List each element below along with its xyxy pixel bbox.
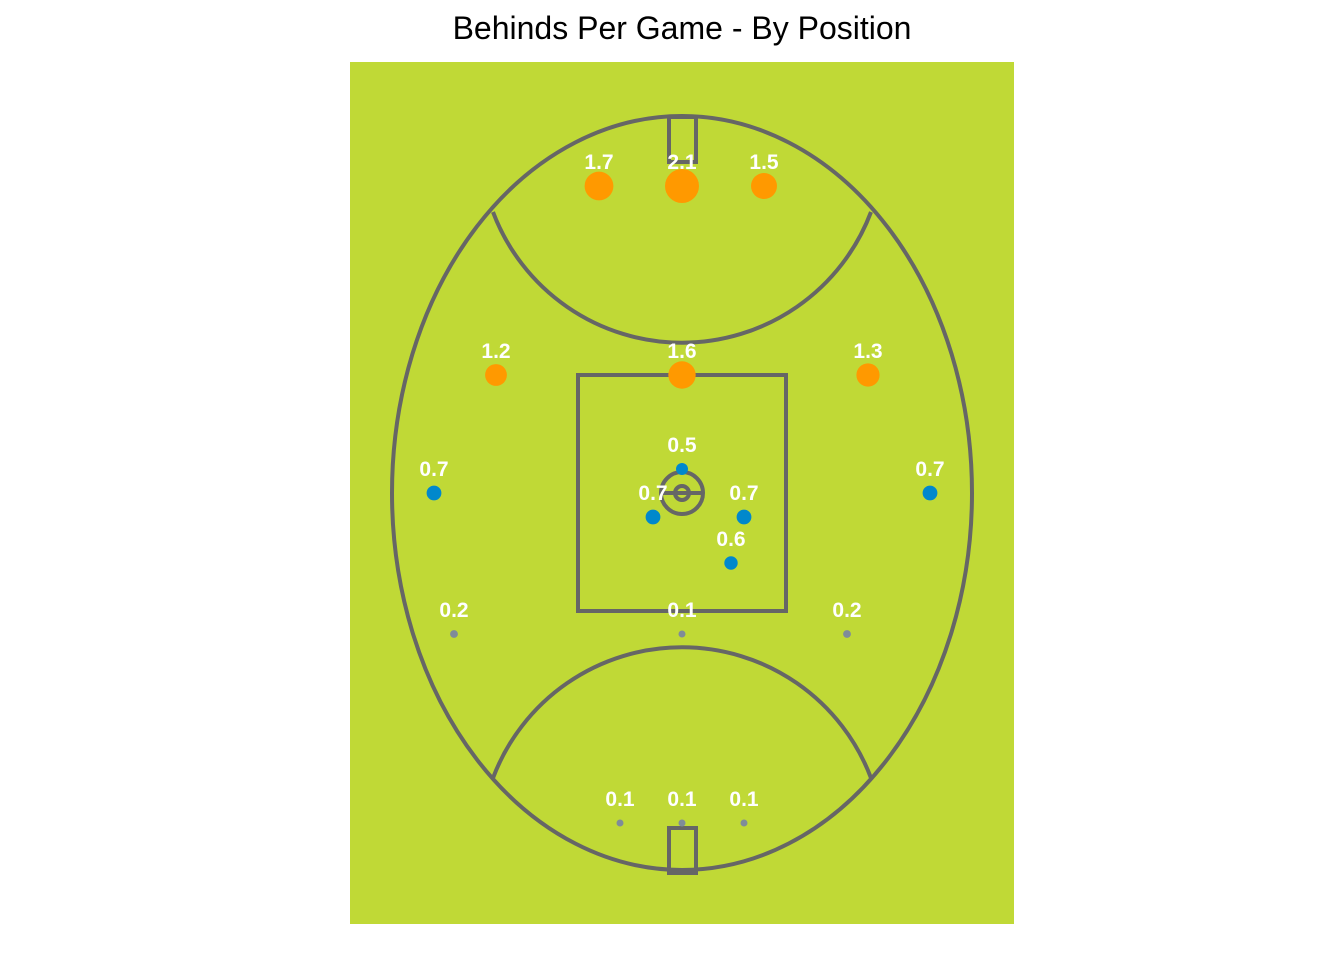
position-value-label: 1.3 [853,340,882,363]
position-value-label: 0.1 [605,788,635,811]
position-dot [668,361,696,389]
position-value-label: 0.1 [667,599,697,622]
position-dot [584,171,614,201]
position-value-label: 0.1 [729,788,759,811]
position-value-label: 1.5 [749,151,779,174]
position-dot [740,819,748,827]
position-dot [426,485,442,501]
position-dot [843,630,851,638]
position-dot [724,556,738,570]
position-dot [676,463,688,475]
position-dot [678,630,686,638]
chart-title: Behinds Per Game - By Position [452,10,912,46]
position-value-label: 0.7 [915,458,944,481]
position-value-label: 1.7 [584,151,613,174]
bottom-50m-arc [491,645,873,779]
position-dot [751,173,777,199]
position-value-label: 1.2 [481,340,510,363]
position-dot [616,819,624,827]
top-goal-square [667,115,698,164]
position-value-label: 0.7 [638,482,667,505]
bottom-goal-square [667,826,698,875]
position-value-label: 0.6 [716,528,745,551]
position-value-label: 0.7 [419,458,448,481]
position-dot [485,364,507,386]
position-value-label: 0.2 [832,599,861,622]
position-value-label: 0.7 [729,482,758,505]
position-dot [736,509,752,525]
position-dot [665,169,699,203]
position-value-label: 0.2 [439,599,468,622]
position-marks: 1.7 2.1 1.5 1.2 1.6 1.3 0.5 0.7 0.7 0.7 0.7 0.6 0.2 0… [419,151,945,827]
position-dot [678,819,686,827]
position-value-label: 0.1 [667,788,697,811]
position-value-label: 2.1 [667,151,697,174]
position-value-label: 1.6 [667,340,696,363]
position-dot [450,630,458,638]
position-value-label: 0.5 [667,434,697,457]
position-dot [922,485,938,501]
position-dot [856,363,880,387]
position-dot [645,509,661,525]
top-50m-arc [491,211,873,345]
